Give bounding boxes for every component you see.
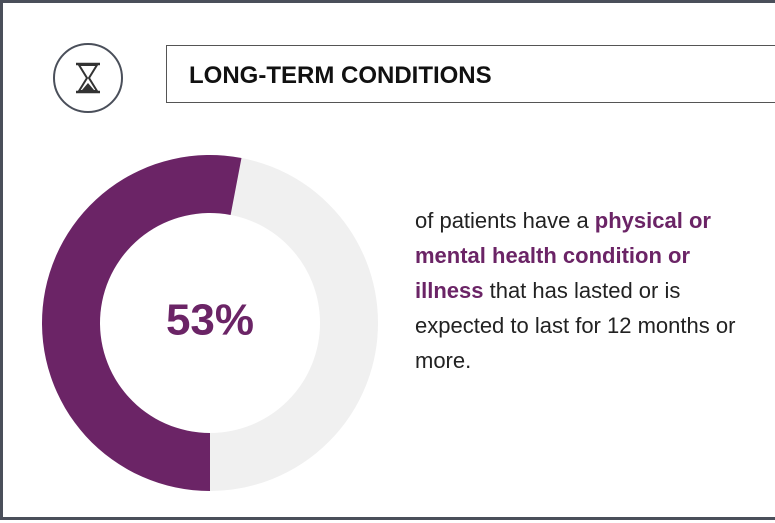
description: of patients have a physical or mental he… [415, 203, 760, 378]
donut-segment [42, 155, 242, 491]
value-label: 53% [166, 296, 254, 345]
description-text: of patients have a [415, 208, 595, 233]
title-box: LONG-TERM CONDITIONS [166, 45, 775, 103]
chart-title: LONG-TERM CONDITIONS [189, 62, 492, 89]
hourglass-icon [53, 43, 123, 113]
highlight-text: physical or mental health condition or i… [415, 208, 711, 303]
description-text: that has lasted or is expected to last f… [415, 278, 736, 373]
chart: 53% [42, 43, 378, 491]
